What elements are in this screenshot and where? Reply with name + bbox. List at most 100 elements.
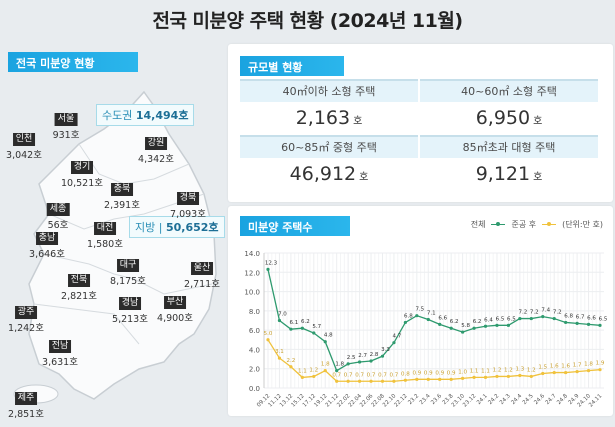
series-1-data-label: 0.7: [378, 372, 387, 378]
y-tick-label: 10.0: [244, 289, 260, 297]
series-1-point: [438, 377, 442, 381]
series-1-data-label: 1.9: [596, 361, 605, 367]
region-name: 충북: [110, 183, 134, 196]
series-line-0: [267, 269, 601, 372]
x-tick-label: 24.6: [533, 393, 546, 406]
region-value: 2,821호: [61, 291, 97, 302]
national-panel: 전국 미분양 현황 수도권 14,494호 지방 | 50,652호 서울 931…: [4, 44, 226, 420]
series-0-point: [564, 320, 568, 325]
series-1-point: [472, 375, 476, 379]
page-title: 전국 미분양 주택 현황 (2024년 11월): [152, 10, 463, 32]
series-0-data-label: 7.2: [553, 310, 562, 316]
x-tick-label: 23.4: [419, 393, 432, 406]
y-tick-label: 8.0: [249, 308, 260, 316]
region-0: 서울 931호: [53, 106, 79, 141]
series-1-point: [323, 369, 327, 373]
series-1-point: [483, 375, 488, 379]
x-tick-label: 23.2: [407, 393, 420, 406]
region-value: 4,342호: [138, 154, 174, 165]
series-0-data-label: 3.3: [381, 347, 390, 353]
region-value: 3,631호: [42, 357, 78, 368]
series-0-point: [289, 327, 293, 331]
chart-legend: 전체 준공 후 (단위:만 호): [471, 219, 603, 230]
series-0-data-label: 7.2: [530, 310, 539, 316]
series-1-point: [289, 365, 293, 369]
series-0-point: [323, 340, 327, 344]
legend-completed: 준공 후: [511, 220, 537, 229]
series-1-data-label: 1.2: [493, 367, 502, 373]
series-1-point: [506, 374, 511, 379]
series-1-point: [300, 375, 304, 379]
series-1-data-label: 1.2: [309, 367, 318, 373]
series-0-data-label: 6.5: [507, 316, 516, 322]
y-tick-label: 4.0: [249, 346, 260, 354]
series-0-data-label: 6.6: [587, 315, 596, 321]
region-name: 서울: [54, 113, 78, 126]
series-1-data-label: 5.0: [264, 331, 273, 337]
region-6: 세종 56호: [46, 196, 70, 231]
size-value: 2,163 호: [295, 107, 363, 129]
series-0-data-label: 7.4: [541, 308, 550, 314]
series-0-data-label: 7.5: [415, 307, 424, 313]
series-0-point: [300, 326, 304, 330]
series-0-data-label: 4.7: [393, 334, 402, 340]
series-1-data-label: 0.9: [447, 370, 456, 376]
series-1-data-label: 1.3: [515, 366, 524, 372]
size-value: 46,912 호: [289, 163, 369, 185]
region-name: 전북: [67, 274, 91, 287]
series-0-data-label: 6.1: [290, 320, 299, 326]
region-15: 전남 3,631호: [42, 333, 78, 368]
series-1-data-label: 0.7: [332, 372, 341, 378]
series-1-data-label: 0.7: [367, 372, 376, 378]
series-0-point: [586, 322, 591, 326]
series-1-data-label: 1.6: [561, 364, 570, 370]
series-0-point: [357, 360, 362, 364]
series-0-data-label: 5.8: [461, 323, 470, 329]
size-value: 6,950 호: [475, 107, 543, 129]
series-0-data-label: 6.2: [450, 319, 459, 325]
series-0-point: [392, 341, 396, 345]
series-1-data-label: 1.8: [321, 362, 330, 368]
series-1-point: [552, 370, 556, 375]
size-cell: 85㎡초과 대형 주택 9,121 호: [420, 135, 598, 191]
series-1-point: [541, 371, 545, 376]
x-tick-label: 23.6: [430, 393, 443, 406]
size-cell: 60~85㎡ 중형 주택 46,912 호: [240, 135, 418, 191]
series-1-data-label: 1.2: [527, 367, 536, 373]
x-tick-label: 24.3: [499, 393, 512, 406]
x-tick-label: 24.11: [588, 393, 603, 408]
series-0-point: [495, 323, 499, 327]
series-1-data-label: 0.9: [424, 370, 433, 376]
series-0-point: [415, 314, 419, 318]
y-tick-label: 14.0: [244, 250, 260, 258]
series-0-data-label: 6.2: [473, 319, 482, 325]
series-0-point: [438, 322, 442, 326]
x-tick-label: 24.5: [522, 393, 535, 406]
size-value: 9,121 호: [475, 163, 543, 185]
series-1-point: [277, 356, 282, 360]
series-0-data-label: 6.8: [564, 313, 573, 319]
chart-title: 미분양 주택수: [240, 216, 350, 236]
series-0-point: [506, 323, 511, 327]
series-0-point: [346, 362, 350, 366]
series-0-data-label: 1.8: [335, 362, 344, 368]
series-1-point: [495, 374, 499, 379]
series-1-data-label: 1.2: [504, 367, 513, 373]
line-chart: 0.02.04.06.08.010.012.014.009.1211.1213.…: [244, 250, 607, 409]
region-value: 8,175호: [110, 276, 146, 287]
series-line-1: [267, 339, 601, 382]
legend-total: 전체: [470, 220, 486, 229]
series-0-point: [552, 316, 556, 321]
series-1-data-label: 0.7: [344, 372, 353, 378]
series-0-data-label: 6.7: [576, 314, 585, 320]
series-1-point: [369, 379, 373, 383]
region-1: 인천 3,042호: [6, 126, 42, 161]
x-tick-label: 24.4: [510, 393, 523, 406]
series-0-point: [369, 359, 373, 363]
y-tick-label: 12.0: [244, 269, 260, 277]
series-1-point: [586, 369, 591, 373]
provincial-value: 50,652호: [165, 221, 219, 234]
series-1-point: [380, 379, 385, 383]
provincial-label: 지방: [135, 221, 156, 234]
capital-area-summary: 수도권 14,494호: [96, 104, 195, 126]
